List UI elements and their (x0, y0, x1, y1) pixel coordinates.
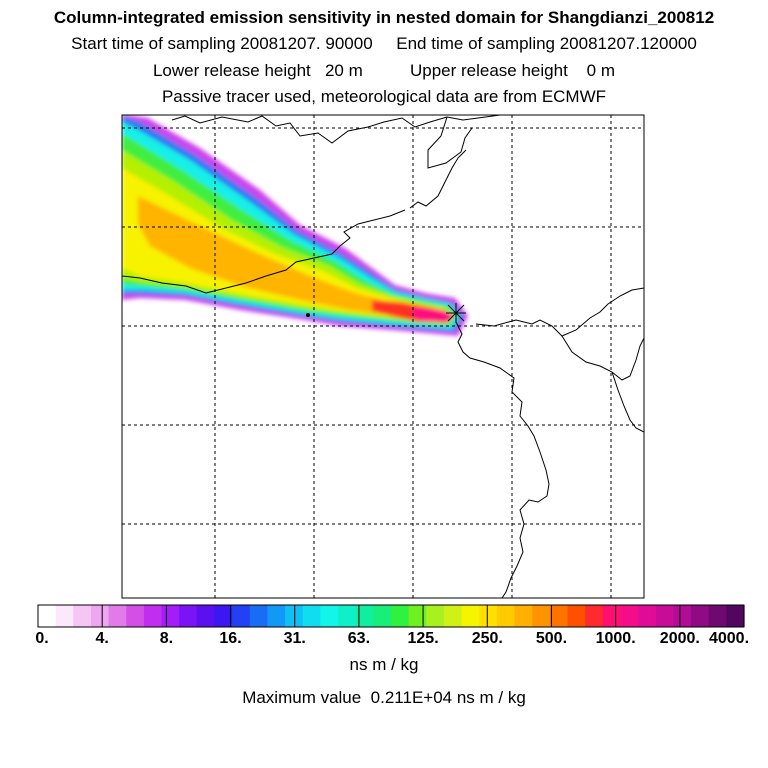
colorbar-cell (108, 605, 127, 627)
colorbar-cell (691, 605, 710, 627)
colorbar-cell (391, 605, 410, 627)
colorbar-cell (655, 605, 674, 627)
colorbar-cell (161, 605, 180, 627)
colorbar-cell (549, 605, 569, 627)
coastlines-borders (122, 115, 644, 598)
colorbar-cell (426, 605, 445, 627)
colorbar-tick-label: 250. (471, 630, 503, 647)
colorbar-cell (708, 605, 727, 627)
colorbar-tick-label: 125. (407, 630, 439, 647)
colorbar-cell (338, 605, 357, 627)
colorbar-unit: ns m / kg (349, 655, 419, 674)
colorbar-cell (302, 605, 321, 627)
colorbar-tick-label: 1000. (595, 630, 636, 647)
colorbar-cell (373, 605, 392, 627)
map-title: Column-integrated emission sensitivity i… (53, 8, 715, 27)
colorbar-cell (408, 605, 427, 627)
emission-plume (122, 115, 468, 336)
colorbar-tick-label: 4. (95, 630, 109, 647)
colorbar-tick-label: 2000. (659, 630, 700, 647)
grid-lines (122, 115, 644, 598)
colorbar-cell (514, 605, 533, 627)
release-heights: Lower release height 20 m Upper release … (152, 61, 616, 80)
colorbar-tick-label: 8. (159, 630, 174, 647)
colorbar-cell (267, 605, 286, 627)
colorbar (38, 605, 745, 627)
plume-layer-yellow (122, 168, 450, 322)
colorbar-cell (285, 605, 304, 627)
coastline-peninsula (409, 149, 467, 209)
coastline-korea-bay (475, 287, 644, 337)
colorbar-cell (179, 605, 198, 627)
sampling-times: Start time of sampling 20081207. 90000 E… (71, 34, 697, 53)
colorbar-cell (214, 605, 233, 627)
station-dot (306, 313, 310, 317)
coastline-korea (561, 335, 644, 381)
colorbar-cell (532, 605, 551, 627)
colorbar-cell (673, 605, 692, 627)
map-frame (121, 114, 645, 599)
colorbar-cell (726, 605, 745, 627)
colorbar-tick-label: 16. (219, 630, 242, 647)
colorbar-cell (143, 605, 163, 627)
plume-layer-magenta (412, 308, 454, 323)
colorbar-cell (126, 605, 145, 627)
colorbar-tick-label: 500. (535, 630, 568, 647)
colorbar-cell (38, 605, 57, 627)
colorbar-cell (496, 605, 516, 627)
colorbar-cell (479, 605, 498, 627)
colorbar-tick-label: 63. (347, 630, 371, 647)
tracer-info: Passive tracer used, meteorological data… (161, 87, 607, 106)
coastline-korea-south (611, 371, 644, 433)
colorbar-tick-label: 31. (283, 630, 306, 647)
colorbar-cell (232, 605, 251, 627)
colorbar-cell (620, 605, 639, 627)
colorbar-tick-label: 4000. (708, 630, 750, 647)
colorbar-cell (55, 605, 74, 627)
coastline-north (171, 115, 501, 144)
colorbar-cell (73, 605, 92, 627)
colorbar-cell (567, 605, 586, 627)
coastline-east-upper (455, 321, 550, 598)
maximum-value: Maximum value 0.211E+04 ns m / kg (242, 688, 526, 707)
colorbar-cell (638, 605, 657, 627)
colorbar-frame (37, 604, 745, 628)
colorbar-cell (585, 605, 604, 627)
colorbar-cell (249, 605, 269, 627)
colorbar-cell (355, 605, 374, 627)
coastline-bay (427, 116, 473, 169)
colorbar-cell (196, 605, 216, 627)
border-line-west (122, 209, 406, 294)
colorbar-cell (320, 605, 339, 627)
receptor-star-icon (446, 303, 466, 323)
colorbar-tick-label: 0. (35, 630, 49, 647)
colorbar-cell (602, 605, 622, 627)
colorbar-cell (90, 605, 110, 627)
colorbar-cell (443, 605, 463, 627)
colorbar-cell (461, 605, 480, 627)
